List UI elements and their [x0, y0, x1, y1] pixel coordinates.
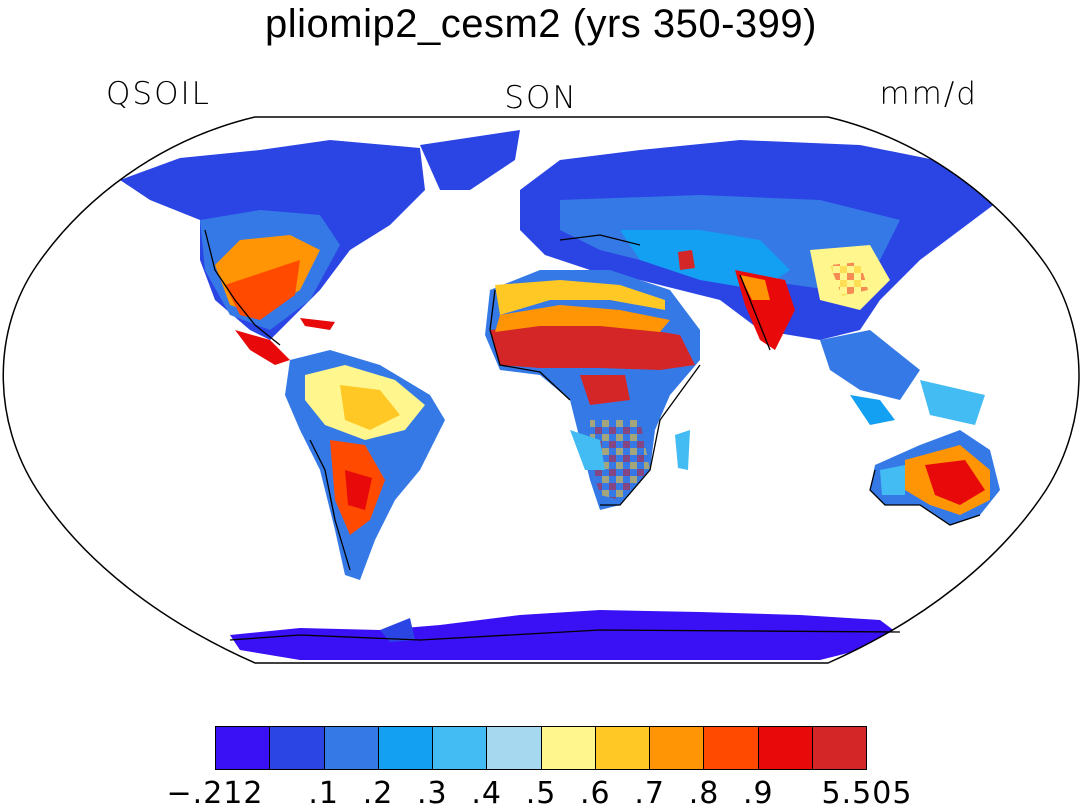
colorbar-tick-label: .7: [634, 776, 665, 811]
colorbar-tick-labels: −.212 .1 .2 .3 .4 .5 .6 .7 .8 .9 5.505: [0, 776, 1082, 812]
map-frame: [2, 116, 1080, 664]
eurasia-region: [520, 140, 1000, 425]
africa-region: [485, 270, 700, 510]
colorbar-box-10: [758, 727, 813, 769]
south-america-region: [285, 350, 445, 580]
colorbar-tick-label: .6: [580, 776, 611, 811]
colorbar-box-0: [216, 727, 271, 769]
colorbar-tick-label: 5.505: [821, 776, 913, 811]
colorbar-tick-label: .4: [471, 776, 502, 811]
colorbar-tick-label: −.212: [166, 776, 264, 811]
colorbar-box-2: [324, 727, 379, 769]
world-map: [2, 116, 1080, 664]
colorbar-box-4: [433, 727, 488, 769]
colorbar-legend: [215, 726, 867, 770]
colorbar-box-8: [650, 727, 705, 769]
colorbar-box-5: [487, 727, 542, 769]
colorbar-tick-label: .8: [688, 776, 720, 811]
coastlines: [204, 229, 981, 641]
colorbar-box-1: [270, 727, 325, 769]
colorbar-box-7: [595, 727, 650, 769]
colorbar-box-3: [378, 727, 433, 769]
colorbar-tick-label: .9: [743, 776, 774, 811]
variable-label: QSOIL: [106, 76, 211, 112]
colorbar-tick-label: .2: [362, 776, 394, 811]
units-label: mm/d: [879, 76, 978, 112]
colorbar-box-9: [704, 727, 759, 769]
colorbar-tick-label: .1: [308, 776, 339, 811]
australia-region: [870, 430, 1000, 525]
north-america-region: [120, 130, 520, 365]
antarctica-region: [230, 610, 900, 660]
season-label: SON: [504, 80, 578, 116]
colorbar-tick-label: .5: [525, 776, 557, 811]
colorbar-box-11: [812, 727, 866, 769]
colorbar-box-6: [541, 727, 596, 769]
map-title: pliomip2_cesm2 (yrs 350-399): [264, 2, 817, 46]
colorbar-tick-label: .3: [417, 776, 448, 811]
